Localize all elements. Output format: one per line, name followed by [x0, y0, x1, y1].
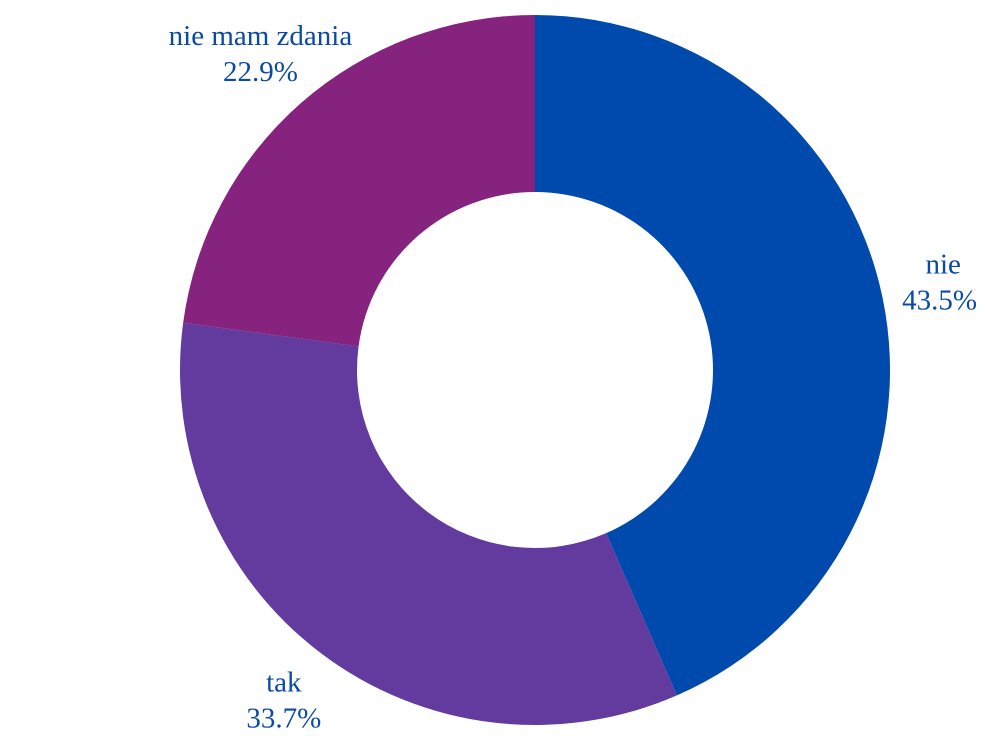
donut-slice	[179, 322, 677, 725]
value-label: 43.5%	[902, 285, 977, 317]
donut-slice	[535, 15, 890, 696]
donut-slice	[183, 15, 535, 347]
slice-label: tak	[266, 666, 302, 698]
slice-label: nie	[926, 249, 961, 281]
value-label: 22.9%	[223, 56, 298, 88]
slice-label: nie mam zdania	[169, 20, 353, 52]
value-label: 33.7%	[246, 702, 321, 734]
